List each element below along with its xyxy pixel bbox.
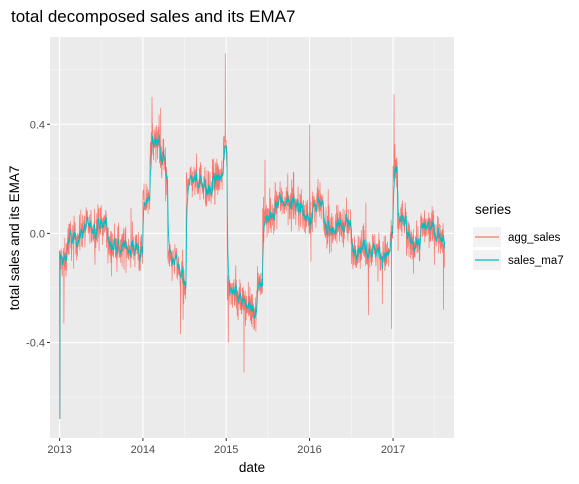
legend: series agg_sales sales_ma7	[473, 202, 564, 270]
x-tick-label: 2013	[47, 444, 71, 456]
series-lines	[59, 53, 446, 419]
legend-label-sales-ma7: sales_ma7	[508, 255, 564, 267]
axis-ticks	[47, 123, 394, 441]
x-tick-label: 2015	[214, 444, 238, 456]
y-axis-label: total sales and its EMA7	[7, 166, 22, 311]
legend-label-agg-sales: agg_sales	[508, 232, 561, 244]
legend-title: series	[475, 202, 511, 217]
x-axis-label: date	[239, 460, 265, 475]
y-tick-label: -0.4	[26, 338, 45, 350]
chart-title: total decomposed sales and its EMA7	[11, 7, 295, 26]
x-tick-label: 2014	[131, 444, 155, 456]
x-tick-label: 2016	[297, 444, 321, 456]
y-tick-label: 0.4	[30, 119, 45, 131]
minor-gridlines	[50, 37, 454, 438]
series-line-sales-ma7	[59, 134, 446, 419]
y-tick-label: 0.0	[30, 228, 45, 240]
x-tick-label: 2017	[381, 444, 405, 456]
